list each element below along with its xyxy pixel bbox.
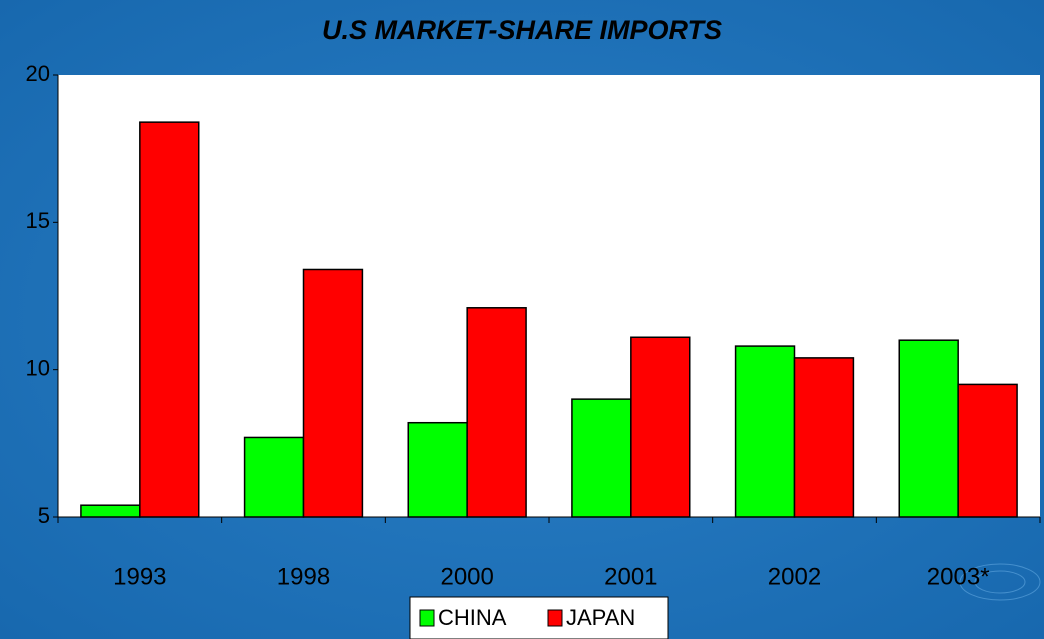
- x-tick-label: 2002: [768, 563, 821, 590]
- y-tick-label: 5: [38, 503, 50, 528]
- legend-label: JAPAN: [566, 605, 635, 630]
- bar: [734, 345, 796, 518]
- x-tick-label: 2003*: [927, 563, 990, 590]
- y-tick-label: 20: [26, 61, 50, 86]
- legend-label: CHINA: [438, 605, 507, 630]
- legend: [409, 596, 669, 639]
- decoration: [959, 563, 1041, 601]
- chart-title: U.S MARKET-SHARE IMPORTS: [322, 15, 722, 45]
- bar: [302, 268, 364, 518]
- x-tick-label: 1993: [113, 563, 166, 590]
- x-tick-label: 2001: [604, 563, 657, 590]
- bar: [80, 504, 141, 518]
- bar: [139, 121, 200, 518]
- x-tick-label: 2000: [440, 563, 493, 590]
- x-tick-label: 1998: [277, 563, 330, 590]
- bar: [243, 436, 305, 518]
- bar: [898, 339, 959, 518]
- bar: [630, 336, 691, 518]
- legend-swatch: [547, 609, 563, 627]
- bar: [466, 307, 527, 518]
- bar: [793, 357, 855, 518]
- y-tick-label: 10: [26, 355, 50, 380]
- bar: [957, 383, 1018, 518]
- y-tick-label: 15: [26, 208, 50, 233]
- legend-swatch: [419, 609, 435, 627]
- bar: [407, 421, 468, 518]
- plot-area: [58, 75, 1040, 517]
- bar: [571, 398, 632, 518]
